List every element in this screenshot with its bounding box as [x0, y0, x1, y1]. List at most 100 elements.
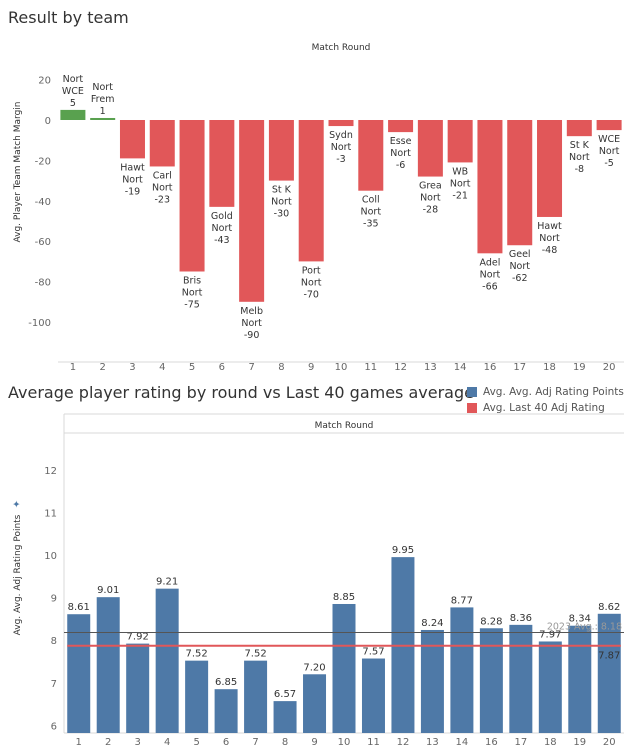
chart1-data-label: -43: [214, 235, 230, 246]
chart1-x-tick: 1: [70, 362, 76, 373]
chart2-x-tick: 11: [367, 737, 380, 748]
chart1-y-tick: -100: [28, 318, 51, 329]
chart1-data-label: Nort: [212, 223, 233, 234]
chart2-bar: [450, 607, 474, 733]
chart2-x-tick: 13: [426, 737, 439, 748]
chart1-bar: [239, 120, 265, 302]
chart1-data-label: Frem: [91, 94, 115, 105]
chart1-data-label: Nort: [331, 142, 352, 153]
chart1-x-tick: 3: [129, 362, 135, 373]
chart1-data-label: -23: [154, 194, 170, 205]
chart1-data-label: Hawt: [537, 221, 562, 232]
chart1-x-tick: 17: [513, 362, 526, 373]
chart1-x-tick: 18: [543, 362, 556, 373]
chart1-data-label: -66: [482, 281, 498, 292]
chart1-data-label: Grea: [419, 181, 442, 192]
chart2-data-label: 8.77: [451, 595, 473, 606]
chart1-x-tick: 2: [99, 362, 105, 373]
chart2-x-tick: 10: [338, 737, 351, 748]
chart2-y-tick: 11: [44, 508, 57, 519]
chart1-bar: [596, 120, 622, 131]
chart2-title: Average player rating by round vs Last 4…: [8, 383, 474, 402]
chart2-x-tick: 1: [76, 737, 82, 748]
chart1-data-label: Nort: [599, 146, 620, 157]
chart2-bar: [155, 588, 179, 733]
chart1-data-label: -19: [125, 186, 141, 197]
chart1-data-label: WCE: [598, 134, 620, 145]
chart-result-by-team: Match Round Avg. Player Team Match Margin…: [13, 43, 624, 373]
chart1-bar: [507, 120, 533, 246]
chart1-bar: [388, 120, 414, 133]
chart2-data-label: 8.34: [569, 614, 591, 625]
chart1-data-label: Port: [302, 265, 321, 276]
chart1-bar: [328, 120, 354, 127]
chart1-data-label: Nort: [480, 269, 501, 280]
chart2-data-label: 9.95: [392, 545, 414, 556]
chart1-bar: [268, 120, 294, 181]
chart2-bar: [538, 641, 562, 733]
chart1-data-label: -28: [423, 205, 439, 216]
chart1-data-label: Nort: [450, 178, 471, 189]
chart2-x-tick: 2: [105, 737, 111, 748]
chart1-title: Result by team: [8, 8, 129, 27]
chart2-x-tick: 3: [134, 737, 140, 748]
chart1-data-label: -48: [542, 245, 558, 256]
chart2-y-tick: 10: [44, 551, 57, 562]
chart2-bar: [568, 625, 592, 733]
chart2-bar: [361, 658, 385, 733]
chart2-x-tick: 19: [573, 737, 586, 748]
chart1-data-label: -8: [575, 164, 584, 175]
chart1-data-label: St K: [272, 185, 292, 196]
chart2-x-tick: 18: [544, 737, 557, 748]
chart1-bar: [566, 120, 592, 137]
chart1-data-label: Nort: [390, 148, 411, 159]
chart1-data-label: Nort: [63, 74, 84, 85]
chart1-data-label: Melb: [240, 306, 263, 317]
chart1-data-label: Coll: [362, 195, 380, 206]
chart1-y-tick: -20: [35, 156, 51, 167]
chart1-bar: [149, 120, 175, 167]
chart1-x-tick: 7: [248, 362, 254, 373]
chart1-x-tick: 11: [364, 362, 377, 373]
chart2-data-label: 8.24: [421, 618, 443, 629]
chart2-data-label: 7.20: [303, 662, 325, 673]
chart1-bar: [417, 120, 443, 177]
chart1-data-label: -62: [512, 273, 528, 284]
chart1-bar: [90, 117, 116, 120]
chart1-header: Match Round: [312, 43, 371, 53]
chart1-data-label: -90: [244, 330, 260, 341]
chart2-data-label: 8.28: [480, 616, 502, 627]
chart1-x-tick: 4: [159, 362, 165, 373]
chart2-bar: [126, 643, 150, 733]
chart1-data-label: Nort: [271, 197, 292, 208]
chart2-x-tick: 5: [193, 737, 199, 748]
chart1-x-tick: 16: [484, 362, 497, 373]
chart1-data-label: Nort: [569, 152, 590, 163]
chart1-y-tick: -40: [35, 197, 51, 208]
chart1-data-label: Adel: [480, 257, 501, 268]
chart2-bar: [420, 629, 444, 733]
chart2-bar: [185, 660, 209, 733]
chart1-data-label: Bris: [183, 276, 201, 287]
chart2-legend: Avg. Avg. Adj Rating Points Avg. Last 40…: [467, 384, 624, 416]
chart2-y-tick: 12: [44, 466, 57, 477]
legend-swatch-rating: [467, 387, 477, 397]
chart2-bar: [244, 660, 268, 733]
pin-icon: ✦: [12, 500, 23, 508]
chart2-bar: [332, 603, 356, 733]
chart1-x-tick: 5: [189, 362, 195, 373]
chart1-bar: [447, 120, 473, 163]
chart2-x-tick: 12: [397, 737, 410, 748]
chart2-data-label: 7.92: [127, 632, 149, 643]
chart1-data-label: Nort: [420, 193, 441, 204]
chart2-bar: [67, 614, 91, 733]
chart1-bar: [60, 109, 86, 120]
chart1-x-tick: 6: [219, 362, 225, 373]
chart1-data-label: Nort: [182, 288, 203, 299]
chart1-data-label: -6: [396, 160, 405, 171]
chart1-data-label: Esse: [390, 136, 412, 147]
chart1-y-tick: -80: [35, 278, 51, 289]
chart2-header: Match Round: [315, 421, 374, 431]
chart2-x-tick: 17: [514, 737, 527, 748]
chart1-data-label: Carl: [153, 170, 172, 181]
